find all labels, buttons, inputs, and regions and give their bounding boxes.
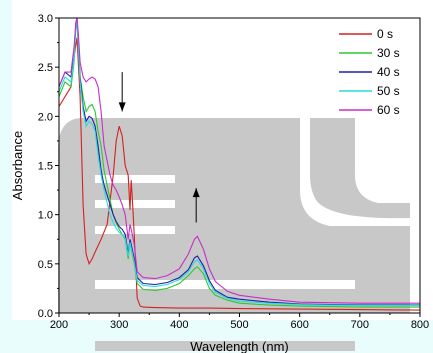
legend-label-3: 50 s (377, 84, 400, 98)
y-tick-label: 2.5 (38, 62, 53, 74)
y-tick-label: 3.0 (38, 13, 53, 25)
x-tick-label: 700 (351, 319, 369, 331)
arrow-head-up (192, 188, 200, 198)
y-tick-label: 0.0 (38, 308, 53, 320)
x-tick-label: 400 (170, 319, 188, 331)
y-tick-label: 2.0 (38, 111, 53, 123)
x-axis-title: Wavelength (nm) (190, 339, 289, 353)
series-line-3 (58, 19, 420, 307)
legend: 0 s 30 s 40 s 50 s 60 s (339, 27, 400, 117)
y-axis-title: Absorbance (10, 131, 25, 200)
series-line-0 (58, 37, 421, 311)
left-edge-panel (0, 0, 12, 353)
y-tick-label: 0.5 (38, 259, 53, 271)
legend-label-1: 30 s (377, 46, 400, 60)
y-tick-label: 1.5 (38, 161, 53, 173)
x-tick-label: 600 (290, 319, 308, 331)
x-tick-label: 300 (110, 319, 128, 331)
legend-label-4: 60 s (377, 103, 400, 117)
legend-label-0: 0 s (377, 27, 393, 41)
x-tick-label: 500 (230, 319, 248, 331)
x-tick-label: 200 (50, 319, 68, 331)
background-watermark (58, 118, 410, 351)
annotation-layer (118, 72, 200, 223)
series-layer (58, 17, 421, 311)
x-tick-label: 800 (411, 319, 429, 331)
legend-label-2: 40 s (377, 65, 400, 79)
series-line-4 (58, 17, 420, 304)
tick-layer: 200 300 400 500 600 700 800 0.0 0.5 1.0 1.5 2.0 2.5 3… (38, 13, 429, 331)
y-tick-label: 1.0 (38, 210, 53, 222)
arrow-head-down (118, 102, 126, 112)
